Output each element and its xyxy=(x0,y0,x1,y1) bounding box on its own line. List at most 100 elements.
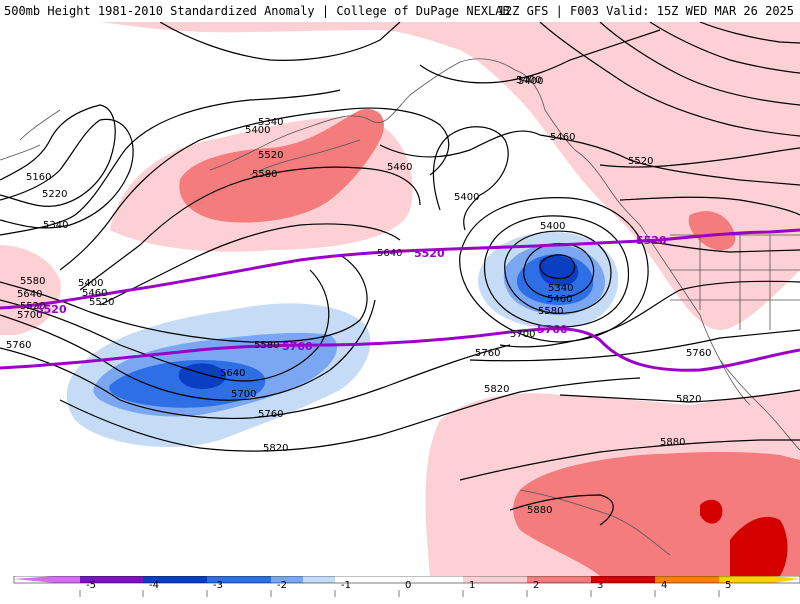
thick-contour-label: 5760 xyxy=(537,323,568,336)
baja-coast xyxy=(719,359,800,451)
colorbar-seg-neg1b xyxy=(303,576,335,583)
contour-5580-west xyxy=(0,254,368,343)
contour-label: 5580 xyxy=(538,306,563,317)
colorbar-tick-label: 3 xyxy=(597,580,603,591)
contour-5460-west xyxy=(79,166,421,291)
map-title: 500mb Height 1981-2010 Standardized Anom… xyxy=(4,4,510,18)
contour-arctic-3 xyxy=(649,22,800,74)
map-area: 5340 5400 5160 5220 5340 5400 5460 5520 5520 5580… xyxy=(0,22,800,576)
thick-contour-label: 5520 xyxy=(636,234,667,247)
contour-label: 5400 xyxy=(454,192,479,203)
thick-contour-label: 5520 xyxy=(36,303,67,316)
contour-label: 5640 xyxy=(220,368,245,379)
colorbar-tick-label: -5 xyxy=(86,580,96,591)
contour-label: 5520 xyxy=(89,297,114,308)
thick-contours xyxy=(0,228,800,372)
contour-label: 5880 xyxy=(527,505,552,516)
contour-label: 5340 xyxy=(258,117,283,128)
colorbar-ticks: -5 -4 -3 -2 -1 0 1 2 3 4 5 xyxy=(79,580,731,597)
colorbar-tick-label: -1 xyxy=(341,580,351,591)
contour-5520-west xyxy=(99,223,401,306)
colorbar-tick-label: -3 xyxy=(213,580,223,591)
contour-label: 5340 xyxy=(43,220,68,231)
anomaly-red-gulf xyxy=(179,109,384,223)
contour-5520-ne xyxy=(599,147,800,168)
thick-contour-label: 5760 xyxy=(282,340,313,353)
contour-5400-east xyxy=(432,126,509,231)
contour-label: 5400 xyxy=(245,125,270,136)
colorbar-seg-neg4 xyxy=(80,576,143,583)
contour-low-1 xyxy=(539,254,576,280)
alaska-peninsula xyxy=(249,139,361,176)
contour-label: 5880 xyxy=(660,437,685,448)
contour-label: 5700 xyxy=(17,310,42,321)
contour-arctic-1 xyxy=(539,22,800,137)
canada-coast xyxy=(574,149,671,271)
contour-labels: 5340540051605220534054005460552055205580… xyxy=(6,75,711,516)
coastlines xyxy=(0,58,800,556)
colorbar-tick-label: 4 xyxy=(661,580,667,591)
contour-5580-ne xyxy=(619,196,800,216)
anomaly-red-pacific xyxy=(513,451,800,576)
thick-contour-labels: 5520 5520 5520 5760 5760 xyxy=(36,234,667,353)
contour-label: 5820 xyxy=(484,384,509,395)
contour-label: 5520 xyxy=(20,301,45,312)
contour-label: 5340 xyxy=(548,283,573,294)
colorbar-arrow-left xyxy=(14,576,55,583)
contour-arctic-2 xyxy=(599,22,800,106)
contour-5460-ne xyxy=(379,130,800,186)
contour-5760-west xyxy=(0,344,511,420)
contour-label: 5760 xyxy=(475,348,500,359)
contour-label: 5760 xyxy=(6,340,31,351)
colorbar-tick-label: 5 xyxy=(725,580,731,591)
colorbar-seg-pos5 xyxy=(719,576,773,583)
contour-label: 5400 xyxy=(78,278,103,289)
colorbar-tick-label: -4 xyxy=(149,580,159,591)
us-west-coast xyxy=(669,269,751,406)
contour-5820-east xyxy=(559,389,800,403)
colorbar-tick-label: 0 xyxy=(405,580,411,591)
contour-label: 5460 xyxy=(550,132,575,143)
thick-contour-label: 5520 xyxy=(414,247,445,260)
colorbar-tick-label: 1 xyxy=(469,580,475,591)
contour-label: 5700 xyxy=(231,389,256,400)
contour-low-5 xyxy=(459,197,649,343)
contour-label: 5460 xyxy=(547,294,572,305)
anomaly-map: 5340540051605220534054005460552055205580… xyxy=(0,22,800,576)
contour-label: 5400 xyxy=(516,75,541,86)
contour-5880-east xyxy=(459,439,800,481)
contour-label: 5820 xyxy=(263,443,288,454)
contour-label: 5520 xyxy=(628,156,653,167)
anomaly-darkred-2 xyxy=(700,499,723,524)
colorbar: -5 -4 -3 -2 -1 0 1 2 3 4 5 xyxy=(0,575,800,600)
contour-arctic-5 xyxy=(159,22,401,61)
alaska-coastline xyxy=(209,58,576,171)
contour-low-4 xyxy=(483,215,630,328)
contour-label: 5220 xyxy=(42,189,67,200)
contour-label: 5640 xyxy=(377,248,402,259)
contour-label: 5760 xyxy=(258,409,283,420)
anomaly-darkred-1 xyxy=(730,516,788,576)
contour-5160 xyxy=(0,104,116,207)
anomaly-pink-west xyxy=(0,245,61,335)
asia-coast xyxy=(0,109,61,161)
contour-5880-south xyxy=(509,494,614,526)
colorbar-seg-neg5 xyxy=(55,576,80,583)
contour-arctic-4 xyxy=(699,22,800,44)
contour-label: 5400 xyxy=(518,76,543,87)
contour-label: 5820 xyxy=(676,394,701,405)
header: 500mb Height 1981-2010 Standardized Anom… xyxy=(0,0,800,22)
anomaly-darkblue-east xyxy=(539,255,579,287)
contour-5400-ne xyxy=(419,29,661,84)
contour-label: 5580 xyxy=(20,276,45,287)
colorbar-seg-neg2 xyxy=(207,576,271,583)
colorbar-seg-pos4 xyxy=(655,576,719,583)
colorbar-tick-label: 2 xyxy=(533,580,539,591)
contour-5820-west xyxy=(59,377,641,452)
contour-low-3 xyxy=(504,230,612,314)
model-run-label: 12Z GFS | F003 Valid: 15Z WED MAR 26 202… xyxy=(497,4,794,18)
height-contours xyxy=(0,22,800,526)
contour-label: 5700 xyxy=(510,329,535,340)
thick-contour-5520 xyxy=(0,228,800,310)
colorbar-seg-pos2 xyxy=(527,576,591,583)
